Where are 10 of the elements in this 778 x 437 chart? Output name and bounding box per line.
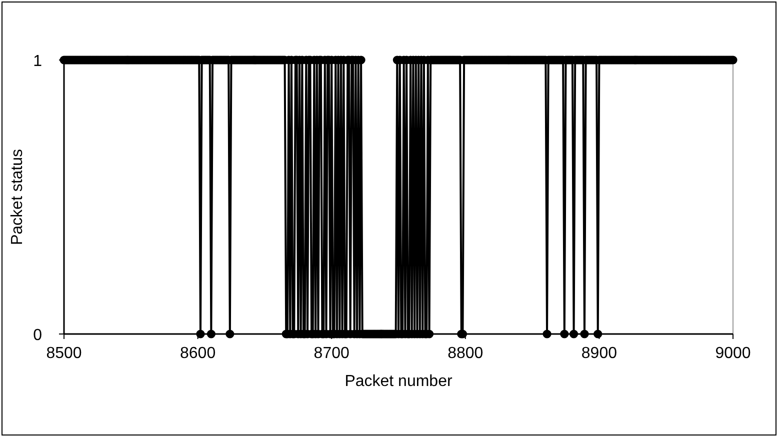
y-tick-label: 1 bbox=[33, 53, 42, 70]
y-tick-label: 0 bbox=[33, 327, 42, 344]
x-tick-label: 8800 bbox=[448, 345, 484, 362]
y-axis-title: Packet status bbox=[9, 148, 26, 246]
x-tick-label: 8900 bbox=[581, 345, 618, 362]
x-tick-label: 8600 bbox=[180, 345, 216, 362]
x-tick-label: 9000 bbox=[715, 345, 751, 362]
x-tick-label: 8500 bbox=[46, 345, 82, 362]
x-axis-title: Packet number bbox=[344, 373, 453, 390]
x-tick-label: 8700 bbox=[314, 345, 350, 362]
